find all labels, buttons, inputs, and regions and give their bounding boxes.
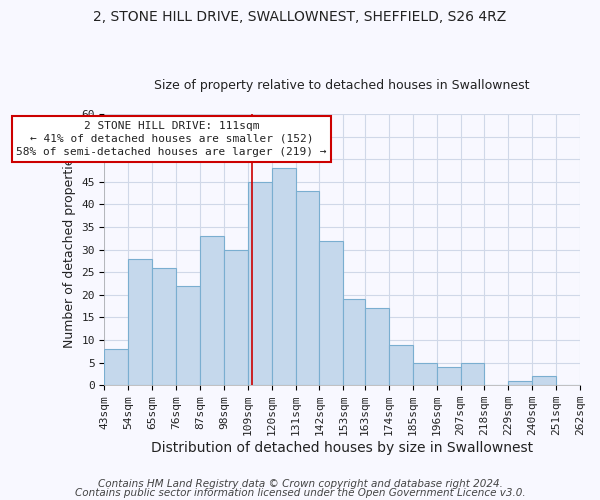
Bar <box>104 349 128 385</box>
Bar <box>461 362 484 385</box>
Bar <box>437 367 461 385</box>
Bar <box>176 286 200 385</box>
Bar <box>365 308 389 385</box>
Text: 2, STONE HILL DRIVE, SWALLOWNEST, SHEFFIELD, S26 4RZ: 2, STONE HILL DRIVE, SWALLOWNEST, SHEFFI… <box>94 10 506 24</box>
Bar <box>128 258 152 385</box>
Title: Size of property relative to detached houses in Swallownest: Size of property relative to detached ho… <box>154 79 530 92</box>
Bar <box>508 380 532 385</box>
Bar <box>319 240 343 385</box>
Bar <box>389 344 413 385</box>
Y-axis label: Number of detached properties: Number of detached properties <box>62 151 76 348</box>
Bar <box>224 250 248 385</box>
Bar <box>343 300 365 385</box>
Text: Contains HM Land Registry data © Crown copyright and database right 2024.: Contains HM Land Registry data © Crown c… <box>98 479 502 489</box>
Bar <box>272 168 296 385</box>
Bar <box>152 268 176 385</box>
Bar <box>248 182 272 385</box>
Bar <box>200 236 224 385</box>
Text: Contains public sector information licensed under the Open Government Licence v3: Contains public sector information licen… <box>74 488 526 498</box>
Bar <box>296 191 319 385</box>
Bar <box>413 362 437 385</box>
X-axis label: Distribution of detached houses by size in Swallownest: Distribution of detached houses by size … <box>151 441 533 455</box>
Bar <box>532 376 556 385</box>
Text: 2 STONE HILL DRIVE: 111sqm
← 41% of detached houses are smaller (152)
58% of sem: 2 STONE HILL DRIVE: 111sqm ← 41% of deta… <box>16 121 327 157</box>
